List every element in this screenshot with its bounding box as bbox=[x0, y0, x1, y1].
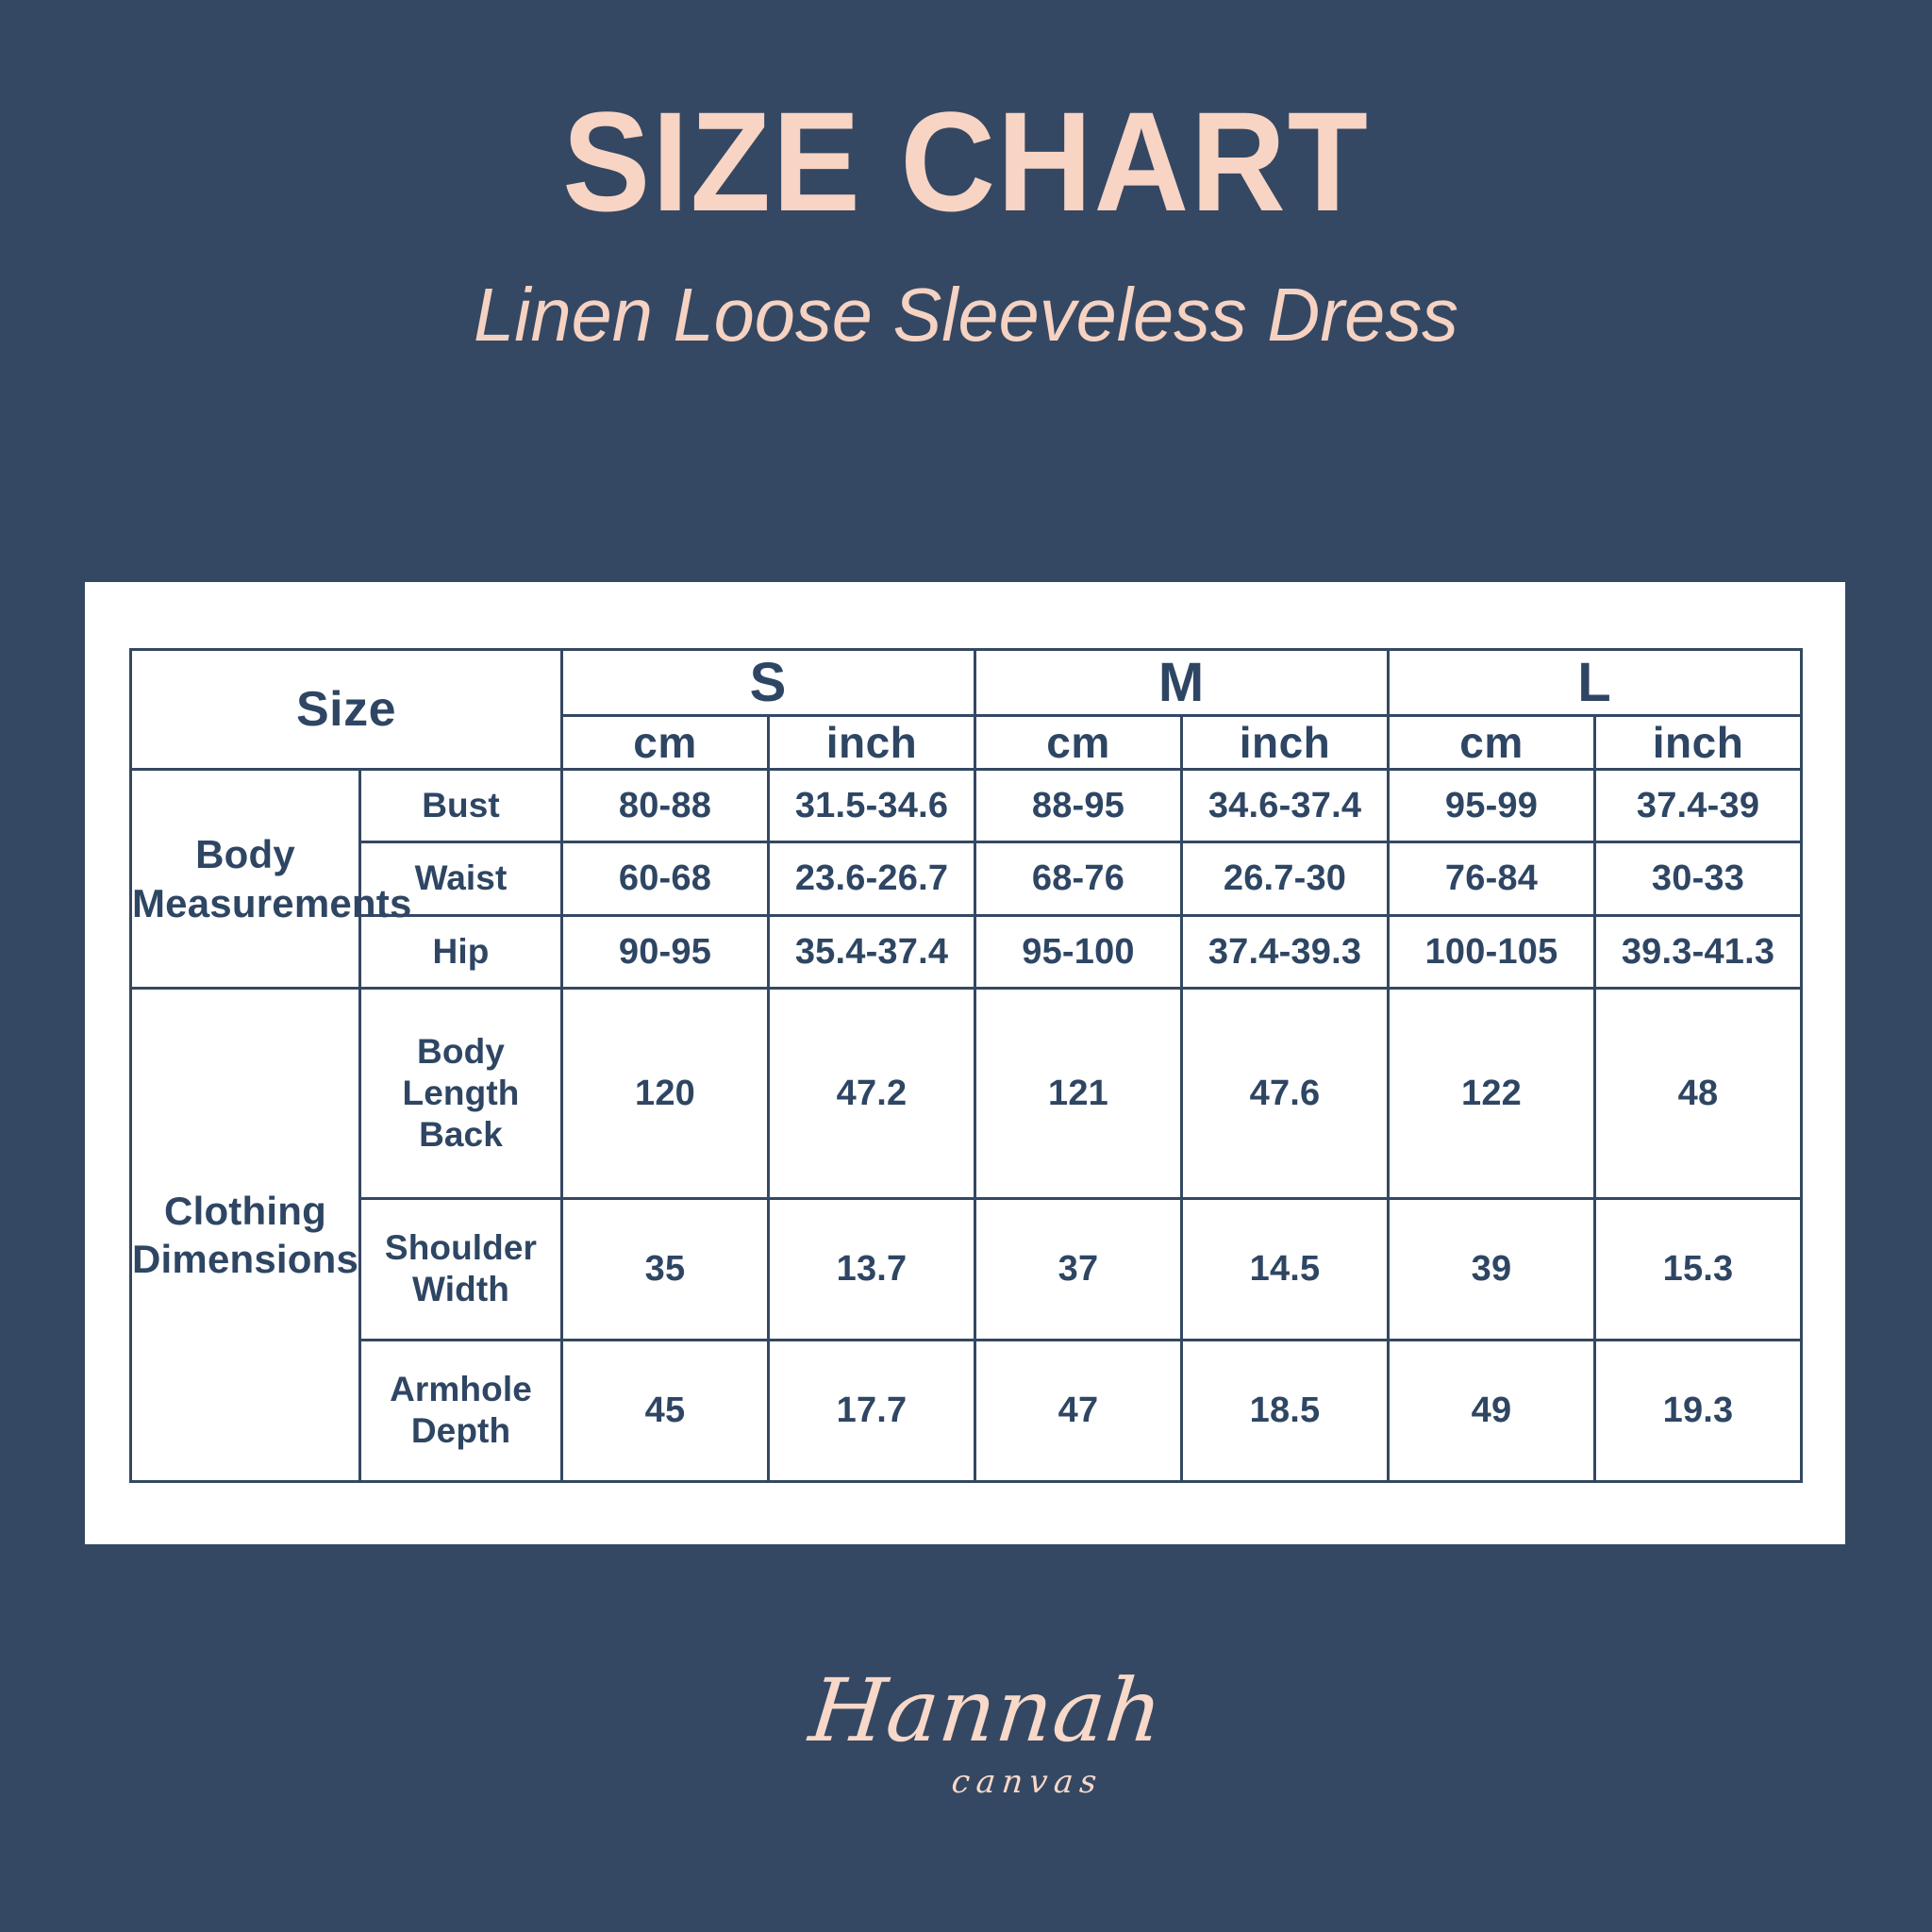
metric-label-body-length-back: Body Length Back bbox=[358, 987, 563, 1200]
cell-shoulder-m-inch: 14.5 bbox=[1179, 1196, 1391, 1341]
table-head: Size S M L cm inch cm inch cm inch bbox=[129, 648, 1804, 771]
cell-bust-m-inch: 34.6-37.4 bbox=[1179, 767, 1391, 844]
cell-bodylength-m-cm: 121 bbox=[974, 987, 1183, 1200]
unit-header-m-cm: cm bbox=[974, 714, 1183, 771]
logo-wordmark: Hannah bbox=[805, 1660, 1169, 1761]
size-header-l: L bbox=[1387, 648, 1804, 717]
cell-bodylength-l-inch: 48 bbox=[1593, 987, 1804, 1200]
cell-shoulder-m-cm: 37 bbox=[974, 1196, 1183, 1341]
cell-armhole-l-cm: 49 bbox=[1387, 1338, 1597, 1484]
table-panel: Size S M L cm inch cm inch cm inch Body … bbox=[85, 582, 1845, 1544]
logo-mark: Hannah canvas bbox=[805, 1660, 1168, 1857]
table-row: Body Measurements Bust 80-88 31.5-34.6 8… bbox=[129, 767, 1804, 991]
cell-bust-s-inch: 31.5-34.6 bbox=[767, 767, 976, 844]
table-row: Clothing Dimensions Body Length Back 120… bbox=[129, 987, 1804, 1483]
cell-waist-s-cm: 60-68 bbox=[560, 841, 770, 917]
page-subtitle: Linen Loose Sleeveless Dress bbox=[474, 273, 1458, 357]
cell-waist-l-inch: 30-33 bbox=[1593, 841, 1804, 917]
cell-bodylength-s-inch: 47.2 bbox=[767, 987, 976, 1200]
cell-shoulder-s-cm: 35 bbox=[560, 1196, 770, 1341]
size-header-m: M bbox=[973, 648, 1391, 717]
cell-bust-l-inch: 37.4-39 bbox=[1593, 767, 1804, 844]
metric-label-bust: Bust bbox=[358, 767, 563, 844]
cell-armhole-s-inch: 17.7 bbox=[767, 1338, 976, 1484]
group-label-line-2: Measurements bbox=[132, 880, 412, 925]
size-header-s: S bbox=[560, 648, 976, 717]
chart-header: SIZE CHART Linen Loose Sleeveless Dress bbox=[0, 0, 1932, 353]
cell-armhole-s-cm: 45 bbox=[560, 1338, 770, 1484]
table-row: Hip 90-95 35.4-37.4 95-100 37.4-39.3 100… bbox=[131, 913, 1804, 991]
corner-size-label: Size bbox=[129, 648, 563, 771]
cell-hip-m-cm: 95-100 bbox=[974, 913, 1183, 991]
cell-bodylength-l-cm: 122 bbox=[1387, 987, 1597, 1200]
cell-bodylength-m-inch: 47.6 bbox=[1179, 987, 1391, 1200]
size-chart-table: Size S M L cm inch cm inch cm inch Body … bbox=[129, 648, 1804, 1484]
brand-logo: Hannah canvas bbox=[0, 1660, 1932, 1861]
table-row: Shoulder Width 35 13.7 37 14.5 39 15.3 bbox=[131, 1196, 1804, 1341]
cell-shoulder-l-cm: 39 bbox=[1387, 1196, 1597, 1341]
logo-tagline: canvas bbox=[949, 1763, 1106, 1801]
cell-waist-s-inch: 23.6-26.7 bbox=[767, 841, 976, 917]
metric-line-1: Body bbox=[417, 1031, 505, 1071]
table-head-row-sizes: Size S M L bbox=[129, 648, 1804, 771]
cell-bust-s-cm: 80-88 bbox=[560, 767, 770, 844]
cell-bust-m-cm: 88-95 bbox=[974, 767, 1183, 844]
table-row: Armhole Depth 45 17.7 47 18.5 49 19.3 bbox=[131, 1338, 1804, 1484]
group-label-clothing-dimensions: Clothing Dimensions bbox=[129, 987, 361, 1483]
cell-hip-l-inch: 39.3-41.3 bbox=[1593, 913, 1804, 991]
unit-header-l-cm: cm bbox=[1387, 714, 1597, 771]
group-label-body-measurements: Body Measurements bbox=[129, 767, 411, 991]
unit-header-l-inch: inch bbox=[1593, 714, 1804, 771]
group-label-line-1: Clothing bbox=[164, 1188, 326, 1233]
metric-label-armhole-depth: Armhole Depth bbox=[358, 1338, 563, 1484]
table-row: Waist 60-68 23.6-26.7 68-76 26.7-30 76-8… bbox=[131, 841, 1804, 917]
cell-armhole-m-inch: 18.5 bbox=[1179, 1338, 1391, 1484]
cell-bodylength-s-cm: 120 bbox=[560, 987, 770, 1200]
table-head-row-units: cm inch cm inch cm inch bbox=[131, 714, 1804, 771]
cell-waist-m-cm: 68-76 bbox=[974, 841, 1183, 917]
page-title: SIZE CHART bbox=[562, 82, 1370, 241]
cell-armhole-m-cm: 47 bbox=[974, 1338, 1183, 1484]
unit-header-s-cm: cm bbox=[560, 714, 770, 771]
cell-shoulder-s-inch: 13.7 bbox=[767, 1196, 976, 1341]
cell-waist-l-cm: 76-84 bbox=[1387, 841, 1597, 917]
cell-hip-s-cm: 90-95 bbox=[560, 913, 770, 991]
unit-header-m-inch: inch bbox=[1179, 714, 1391, 771]
cell-shoulder-l-inch: 15.3 bbox=[1593, 1196, 1804, 1341]
cell-hip-l-cm: 100-105 bbox=[1387, 913, 1597, 991]
metric-label-waist: Waist bbox=[358, 841, 563, 917]
metric-line-2: Length Back bbox=[402, 1073, 520, 1155]
metric-label-hip: Hip bbox=[358, 913, 563, 991]
group-label-line-1: Body bbox=[195, 832, 295, 877]
table-body: Body Measurements Bust 80-88 31.5-34.6 8… bbox=[129, 767, 1804, 1484]
unit-header-s-inch: inch bbox=[767, 714, 976, 771]
group-label-line-2: Dimensions bbox=[132, 1237, 359, 1282]
cell-hip-m-inch: 37.4-39.3 bbox=[1179, 913, 1391, 991]
metric-label-shoulder-width: Shoulder Width bbox=[358, 1196, 563, 1341]
cell-bust-l-cm: 95-99 bbox=[1387, 767, 1597, 844]
cell-waist-m-inch: 26.7-30 bbox=[1179, 841, 1391, 917]
cell-armhole-l-inch: 19.3 bbox=[1593, 1338, 1804, 1484]
cell-hip-s-inch: 35.4-37.4 bbox=[767, 913, 976, 991]
